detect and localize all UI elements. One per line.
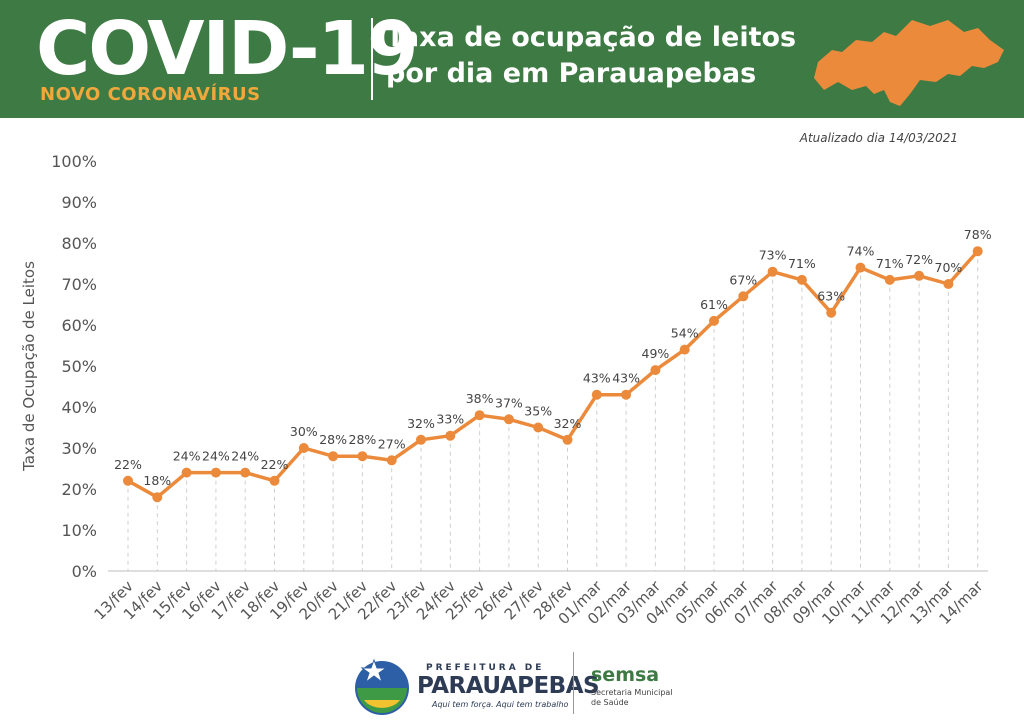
data-label: 22% <box>114 457 142 472</box>
data-point <box>298 443 309 453</box>
occupancy-line-chart: Taxa de Ocupação de Leitos 0% 10% 20% 30% 40%… <box>20 152 992 628</box>
data-label: 54% <box>671 326 699 341</box>
data-label: 67% <box>729 272 757 287</box>
data-point <box>123 475 133 486</box>
data-label: 35% <box>524 404 552 419</box>
headline-line-2: por dia em Parauapebas <box>386 58 757 89</box>
data-label: 71% <box>788 256 816 271</box>
data-point <box>386 455 397 466</box>
data-label: 27% <box>378 436 406 451</box>
data-point <box>152 492 163 503</box>
data-point <box>357 451 368 462</box>
data-point <box>533 422 544 433</box>
prefeitura-slogan: Aqui tem força. Aqui tem trabalho <box>432 700 569 709</box>
data-label: 32% <box>407 416 435 431</box>
data-point <box>826 307 837 318</box>
prefeitura-label: PREFEITURA DE <box>426 663 545 673</box>
data-point <box>416 434 426 445</box>
data-point <box>269 475 280 486</box>
y-tick-label: 10% <box>61 521 97 540</box>
data-point <box>445 430 456 441</box>
data-label: 43% <box>612 371 640 386</box>
y-tick-label: 30% <box>61 439 97 458</box>
data-label: 61% <box>700 297 728 312</box>
data-point <box>796 274 807 285</box>
parauapebas-logo-icon <box>355 658 409 715</box>
header-divider <box>371 18 373 100</box>
series-line <box>126 249 980 499</box>
semsa-caption-1: Secretaria Municipal <box>591 688 673 697</box>
data-point <box>855 262 866 273</box>
y-tick-label: 100% <box>51 152 97 171</box>
data-point <box>914 270 925 281</box>
data-label: 78% <box>964 227 992 242</box>
data-label: 43% <box>583 371 611 386</box>
data-label: 22% <box>261 457 289 472</box>
data-point <box>943 279 954 289</box>
data-label: 33% <box>436 412 464 427</box>
data-label: 38% <box>466 391 494 406</box>
y-tick-label: 70% <box>61 275 97 294</box>
footer-divider <box>573 652 574 714</box>
y-tick-label: 50% <box>61 357 97 376</box>
covid-subtitle: NOVO CORONAVÍRUS <box>40 84 261 105</box>
y-tick-label: 20% <box>61 480 97 499</box>
data-label: 28% <box>349 432 377 447</box>
page-title: Taxa de ocupação de leitos por dia em Pa… <box>386 20 796 92</box>
y-tick-label: 0% <box>72 562 97 581</box>
covid-title: COVID-19 <box>36 6 419 92</box>
updated-date: Atualizado dia 14/03/2021 <box>799 131 958 145</box>
data-point <box>972 246 983 257</box>
data-point <box>679 344 690 355</box>
data-label: 28% <box>319 432 347 447</box>
data-point <box>328 451 339 462</box>
data-label: 70% <box>935 260 963 275</box>
data-label: 72% <box>905 252 933 267</box>
data-label: 24% <box>173 449 201 464</box>
data-label: 18% <box>143 473 171 488</box>
data-point <box>474 410 485 421</box>
data-point <box>210 467 221 478</box>
data-point <box>562 434 573 445</box>
data-point <box>767 266 778 277</box>
data-label: 24% <box>231 449 259 464</box>
data-point <box>738 291 749 302</box>
data-label: 37% <box>495 395 523 410</box>
data-label: 49% <box>642 346 670 361</box>
data-point <box>884 274 895 285</box>
data-label: 63% <box>817 289 845 304</box>
data-label: 73% <box>759 248 787 263</box>
y-tick-label: 60% <box>61 316 97 335</box>
data-label: 71% <box>876 256 904 271</box>
data-label: 32% <box>554 416 582 431</box>
semsa-logo: semsa <box>591 664 660 686</box>
semsa-caption-2: de Saúde <box>591 698 629 707</box>
data-point <box>240 467 251 478</box>
data-label: 30% <box>290 424 318 439</box>
y-tick-label: 40% <box>61 398 97 417</box>
data-point <box>621 389 632 400</box>
data-point <box>591 389 602 400</box>
para-state-map-icon <box>814 20 1004 106</box>
parauapebas-label: PARAUAPEBAS <box>417 673 600 699</box>
data-label: 74% <box>847 244 875 259</box>
y-axis-title: Taxa de Ocupação de Leitos <box>20 261 38 472</box>
y-tick-label: 80% <box>61 234 97 253</box>
headline-line-1: Taxa de ocupação de leitos <box>386 22 797 53</box>
y-tick-label: 90% <box>61 193 97 212</box>
data-point <box>709 315 719 326</box>
data-point <box>650 365 661 376</box>
data-point <box>503 414 514 425</box>
data-point <box>181 467 192 478</box>
data-label: 24% <box>202 449 230 464</box>
